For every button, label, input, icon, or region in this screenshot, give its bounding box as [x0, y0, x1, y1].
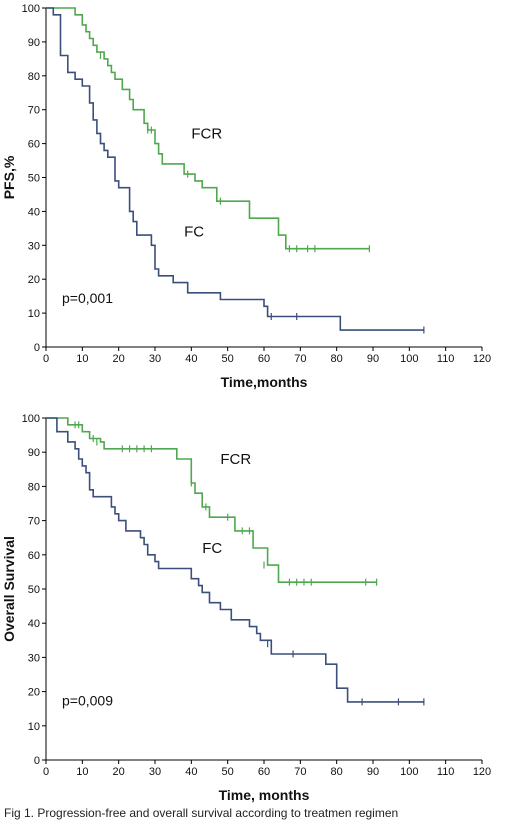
x-tick-label: 120 [473, 353, 491, 365]
x-tick-label: 50 [222, 766, 234, 778]
y-tick-label: 90 [28, 37, 40, 49]
y-tick-label: 40 [28, 618, 40, 630]
y-tick-label: 20 [28, 274, 40, 286]
y-tick-label: 60 [28, 139, 40, 151]
pfs-chart: 0 10 20 30 40 50 60 70 80 90 100 110 120 0 10 20 30 40 50 6… [0, 0, 520, 396]
overall-survival-chart-svg: 0 10 20 30 40 50 60 70 80 90 100 110 120 0 10 20 30 40 50 6… [1, 413, 491, 803]
x-tick-label: 10 [76, 766, 88, 778]
y-tick-label: 80 [28, 71, 40, 83]
x-axis-label: Time,months [221, 374, 308, 390]
x-tick-label: 50 [222, 353, 234, 365]
y-tick-label: 20 [28, 687, 40, 699]
curve-label: FC [184, 224, 204, 241]
x-tick-label: 80 [331, 353, 343, 365]
x-tick-label: 20 [113, 353, 125, 365]
x-tick-label: 70 [294, 766, 306, 778]
series-line-fc [46, 417, 424, 703]
x-tick-label: 0 [43, 766, 49, 778]
y-tick-label: 100 [22, 3, 40, 15]
curve-label: FCR [191, 125, 222, 142]
p-value-annotation: p=0,001 [62, 290, 113, 306]
curve-label: FC [202, 540, 222, 557]
y-tick-label: 70 [28, 105, 40, 117]
x-tick-label: 30 [149, 766, 161, 778]
x-tick-label: 0 [43, 353, 49, 365]
pfs-chart-svg: 0 10 20 30 40 50 60 70 80 90 100 110 120 0 10 20 30 40 50 6… [1, 3, 491, 390]
x-tick-label: 20 [113, 766, 125, 778]
curve-label: FCR [220, 451, 251, 468]
overall-survival-chart: 0 10 20 30 40 50 60 70 80 90 100 110 120 0 10 20 30 40 50 6… [0, 408, 520, 808]
y-tick-label: 50 [28, 584, 40, 596]
x-tick-label: 80 [331, 766, 343, 778]
x-tick-label: 110 [437, 353, 455, 365]
y-axis-label: PFS,% [1, 155, 17, 199]
x-tick-label: 90 [367, 353, 379, 365]
y-tick-label: 0 [34, 755, 40, 767]
x-tick-label: 40 [185, 766, 197, 778]
x-tick-label: 100 [400, 353, 418, 365]
y-tick-label: 0 [34, 342, 40, 354]
x-axis-label: Time, months [219, 787, 310, 803]
y-tick-label: 30 [28, 240, 40, 252]
x-tick-label: 10 [76, 353, 88, 365]
x-tick-label: 40 [185, 353, 197, 365]
x-tick-label: 120 [473, 766, 491, 778]
y-axis-label: Overall Survival [1, 536, 17, 642]
x-tick-label: 30 [149, 353, 161, 365]
y-tick-label: 90 [28, 447, 40, 459]
y-tick-label: 30 [28, 652, 40, 664]
y-tick-label: 10 [28, 721, 40, 733]
y-tick-label: 80 [28, 481, 40, 493]
y-tick-label: 10 [28, 308, 40, 320]
y-tick-label: 60 [28, 550, 40, 562]
y-tick-label: 100 [22, 413, 40, 425]
x-tick-label: 60 [258, 766, 270, 778]
series-line-fc [46, 7, 424, 331]
x-tick-label: 110 [437, 766, 455, 778]
y-tick-label: 50 [28, 173, 40, 185]
p-value-annotation: p=0,009 [62, 692, 113, 708]
y-tick-label: 70 [28, 516, 40, 528]
x-tick-label: 100 [400, 766, 418, 778]
x-tick-label: 60 [258, 353, 270, 365]
x-tick-label: 90 [367, 766, 379, 778]
series-line-fcr [46, 7, 370, 250]
x-tick-label: 70 [294, 353, 306, 365]
figure-caption: Fig 1. Progression-free and overall surv… [4, 806, 399, 820]
series-line-fcr [46, 417, 377, 583]
y-tick-label: 40 [28, 206, 40, 218]
